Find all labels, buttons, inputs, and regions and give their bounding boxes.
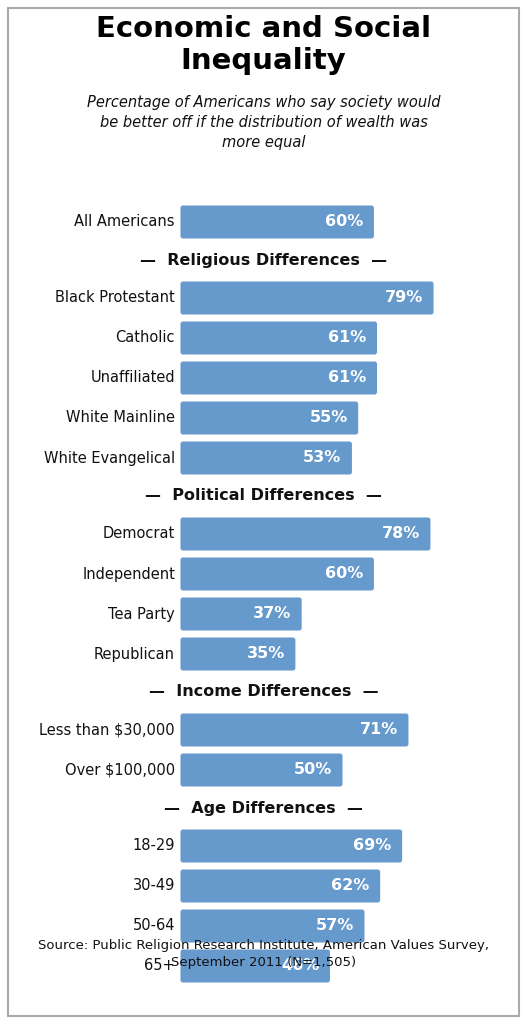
Text: —  Income Differences  —: — Income Differences — xyxy=(149,684,378,699)
Text: Catholic: Catholic xyxy=(115,331,175,345)
Text: —  Religious Differences  —: — Religious Differences — xyxy=(140,253,387,267)
Text: 61%: 61% xyxy=(328,331,367,345)
Text: Independent: Independent xyxy=(82,566,175,582)
Text: 30-49: 30-49 xyxy=(133,879,175,894)
Text: Republican: Republican xyxy=(94,646,175,662)
Text: 60%: 60% xyxy=(325,566,364,582)
FancyBboxPatch shape xyxy=(181,557,374,591)
Text: 71%: 71% xyxy=(360,723,398,737)
FancyBboxPatch shape xyxy=(181,322,377,354)
Text: All Americans: All Americans xyxy=(74,214,175,229)
FancyBboxPatch shape xyxy=(181,754,343,786)
Text: 18-29: 18-29 xyxy=(132,839,175,853)
Text: Economic and Social
Inequality: Economic and Social Inequality xyxy=(96,15,431,76)
Text: 61%: 61% xyxy=(328,371,367,385)
Text: White Mainline: White Mainline xyxy=(66,411,175,426)
Text: White Evangelical: White Evangelical xyxy=(44,451,175,466)
Text: Over $100,000: Over $100,000 xyxy=(65,763,175,777)
Text: 57%: 57% xyxy=(316,919,354,934)
FancyBboxPatch shape xyxy=(181,206,374,239)
Text: 69%: 69% xyxy=(354,839,392,853)
Text: Black Protestant: Black Protestant xyxy=(55,291,175,305)
FancyBboxPatch shape xyxy=(181,638,296,671)
Text: 55%: 55% xyxy=(309,411,348,426)
FancyBboxPatch shape xyxy=(181,517,431,551)
FancyBboxPatch shape xyxy=(181,282,434,314)
Text: 62%: 62% xyxy=(331,879,369,894)
Text: —  Political Differences  —: — Political Differences — xyxy=(145,488,382,504)
FancyBboxPatch shape xyxy=(181,829,402,862)
Text: Democrat: Democrat xyxy=(103,526,175,542)
FancyBboxPatch shape xyxy=(181,361,377,394)
Text: 37%: 37% xyxy=(253,606,291,622)
FancyBboxPatch shape xyxy=(181,401,358,434)
FancyBboxPatch shape xyxy=(181,597,301,631)
FancyBboxPatch shape xyxy=(181,714,408,746)
FancyBboxPatch shape xyxy=(181,869,380,902)
Text: 78%: 78% xyxy=(382,526,420,542)
Text: 53%: 53% xyxy=(303,451,341,466)
Text: 50%: 50% xyxy=(294,763,332,777)
FancyBboxPatch shape xyxy=(181,909,365,942)
Text: 50-64: 50-64 xyxy=(132,919,175,934)
Text: 79%: 79% xyxy=(385,291,423,305)
Text: Source: Public Religion Research Institute, American Values Survey,
September 20: Source: Public Religion Research Institu… xyxy=(38,939,489,969)
FancyBboxPatch shape xyxy=(181,949,330,982)
Text: Unaffiliated: Unaffiliated xyxy=(90,371,175,385)
Text: 35%: 35% xyxy=(247,646,285,662)
Text: 60%: 60% xyxy=(325,214,364,229)
Text: 65+: 65+ xyxy=(144,958,175,974)
Text: Tea Party: Tea Party xyxy=(108,606,175,622)
Text: Less than $30,000: Less than $30,000 xyxy=(40,723,175,737)
Text: Percentage of Americans who say society would
be better off if the distribution : Percentage of Americans who say society … xyxy=(87,95,440,150)
Text: 46%: 46% xyxy=(281,958,319,974)
Text: —  Age Differences  —: — Age Differences — xyxy=(164,801,363,815)
FancyBboxPatch shape xyxy=(181,441,352,474)
